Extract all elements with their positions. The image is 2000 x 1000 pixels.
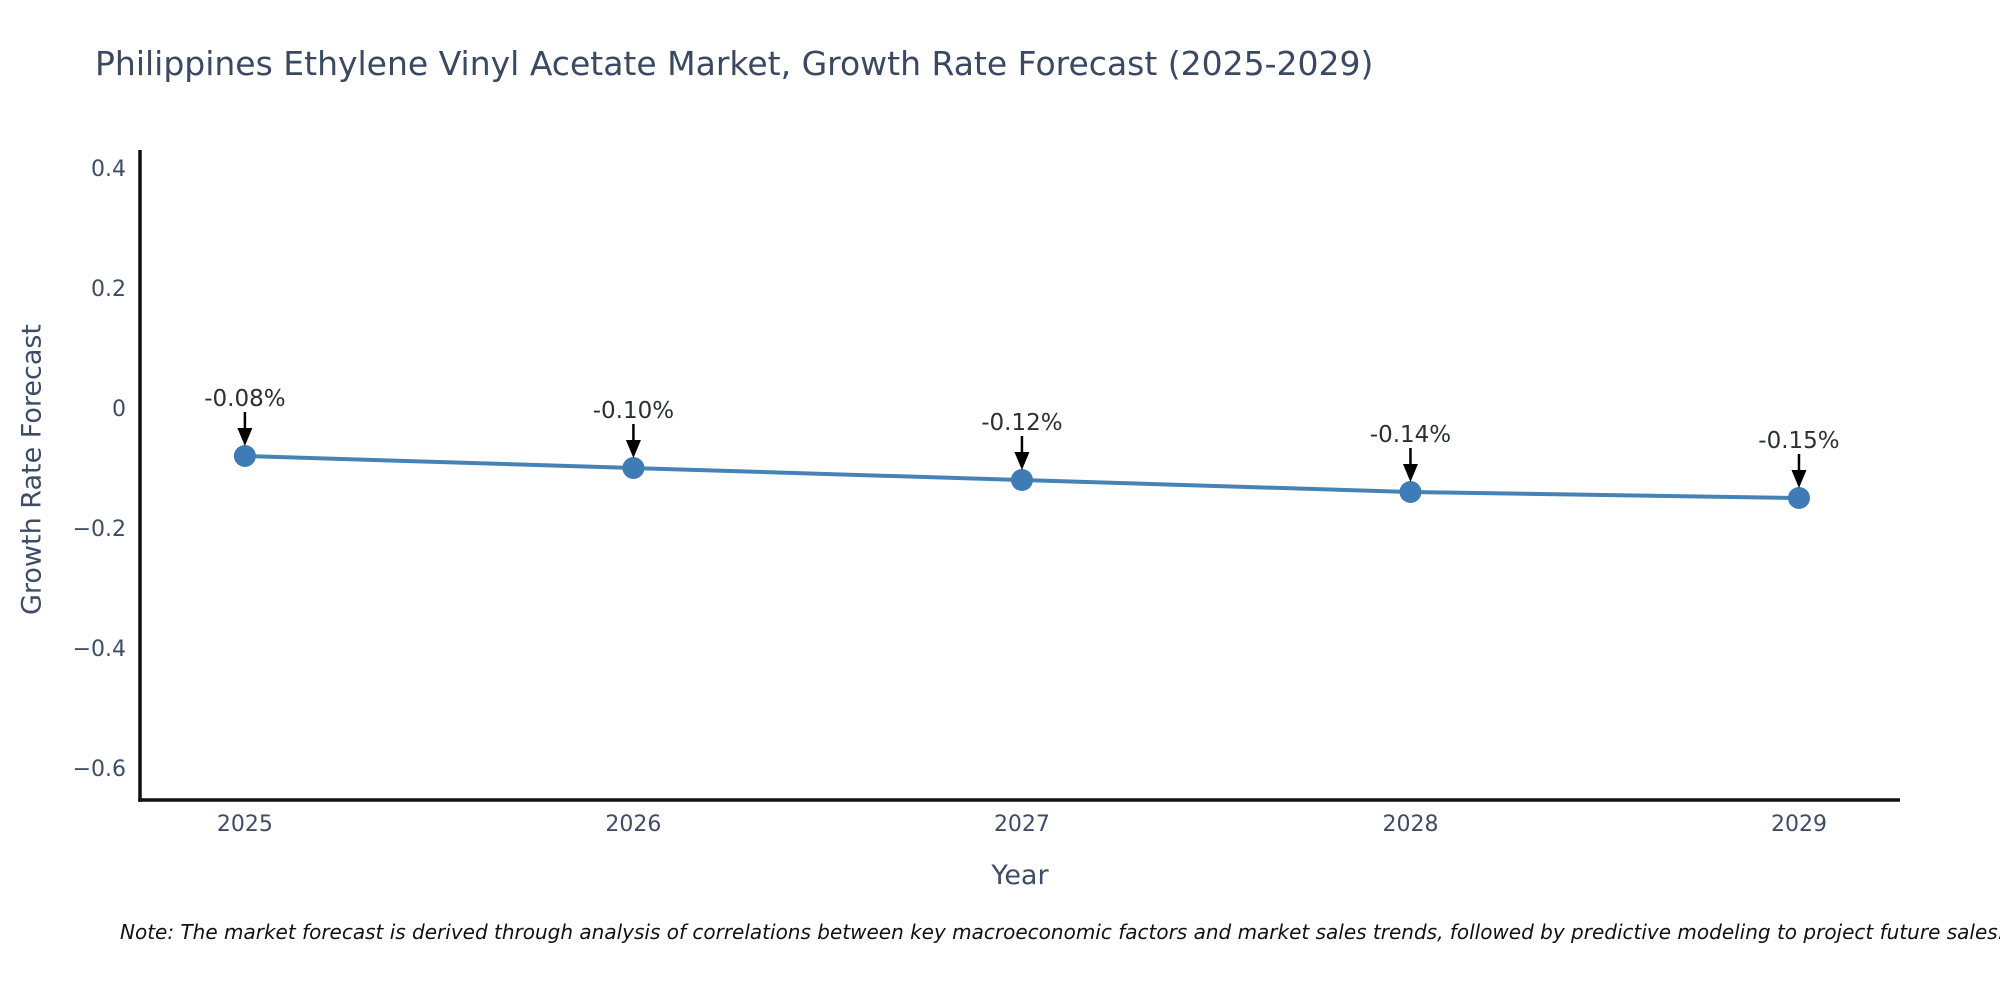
data-point-label: -0.15% bbox=[1758, 428, 1839, 454]
x-tick-label: 2029 bbox=[1771, 812, 1827, 837]
data-point-label: -0.14% bbox=[1370, 422, 1451, 448]
y-tick-label: −0.4 bbox=[73, 637, 126, 662]
chart-title: Philippines Ethylene Vinyl Acetate Marke… bbox=[95, 44, 1374, 83]
data-point-label: -0.12% bbox=[981, 410, 1062, 436]
y-tick-label: −0.6 bbox=[73, 757, 126, 782]
x-tick-label: 2028 bbox=[1382, 812, 1438, 837]
y-axis-title: Growth Rate Forecast bbox=[16, 323, 48, 616]
data-point-label: -0.10% bbox=[593, 398, 674, 424]
data-point-marker bbox=[1787, 487, 1810, 510]
x-tick-label: 2026 bbox=[605, 812, 661, 837]
y-tick-label: 0.4 bbox=[91, 157, 126, 182]
annotation-arrowhead-icon bbox=[1014, 452, 1030, 471]
x-axis-title: Year bbox=[991, 860, 1049, 891]
data-point-marker bbox=[1399, 481, 1422, 504]
data-point-marker bbox=[1010, 469, 1033, 492]
annotation-arrowhead-icon bbox=[1791, 470, 1807, 489]
data-point-label: -0.08% bbox=[204, 386, 285, 412]
annotation-arrowhead-icon bbox=[237, 428, 253, 447]
x-tick-label: 2025 bbox=[217, 812, 273, 837]
x-tick-label: 2027 bbox=[994, 812, 1050, 837]
annotation-arrowhead-icon bbox=[625, 440, 641, 459]
data-point-marker bbox=[233, 445, 256, 468]
y-tick-label: 0.2 bbox=[91, 277, 126, 302]
annotation-arrowhead-icon bbox=[1402, 464, 1418, 483]
data-point-marker bbox=[622, 457, 645, 480]
footnote: Note: The market forecast is derived thr… bbox=[120, 920, 2000, 944]
y-tick-label: 0 bbox=[112, 397, 126, 422]
y-tick-label: −0.2 bbox=[73, 517, 126, 542]
